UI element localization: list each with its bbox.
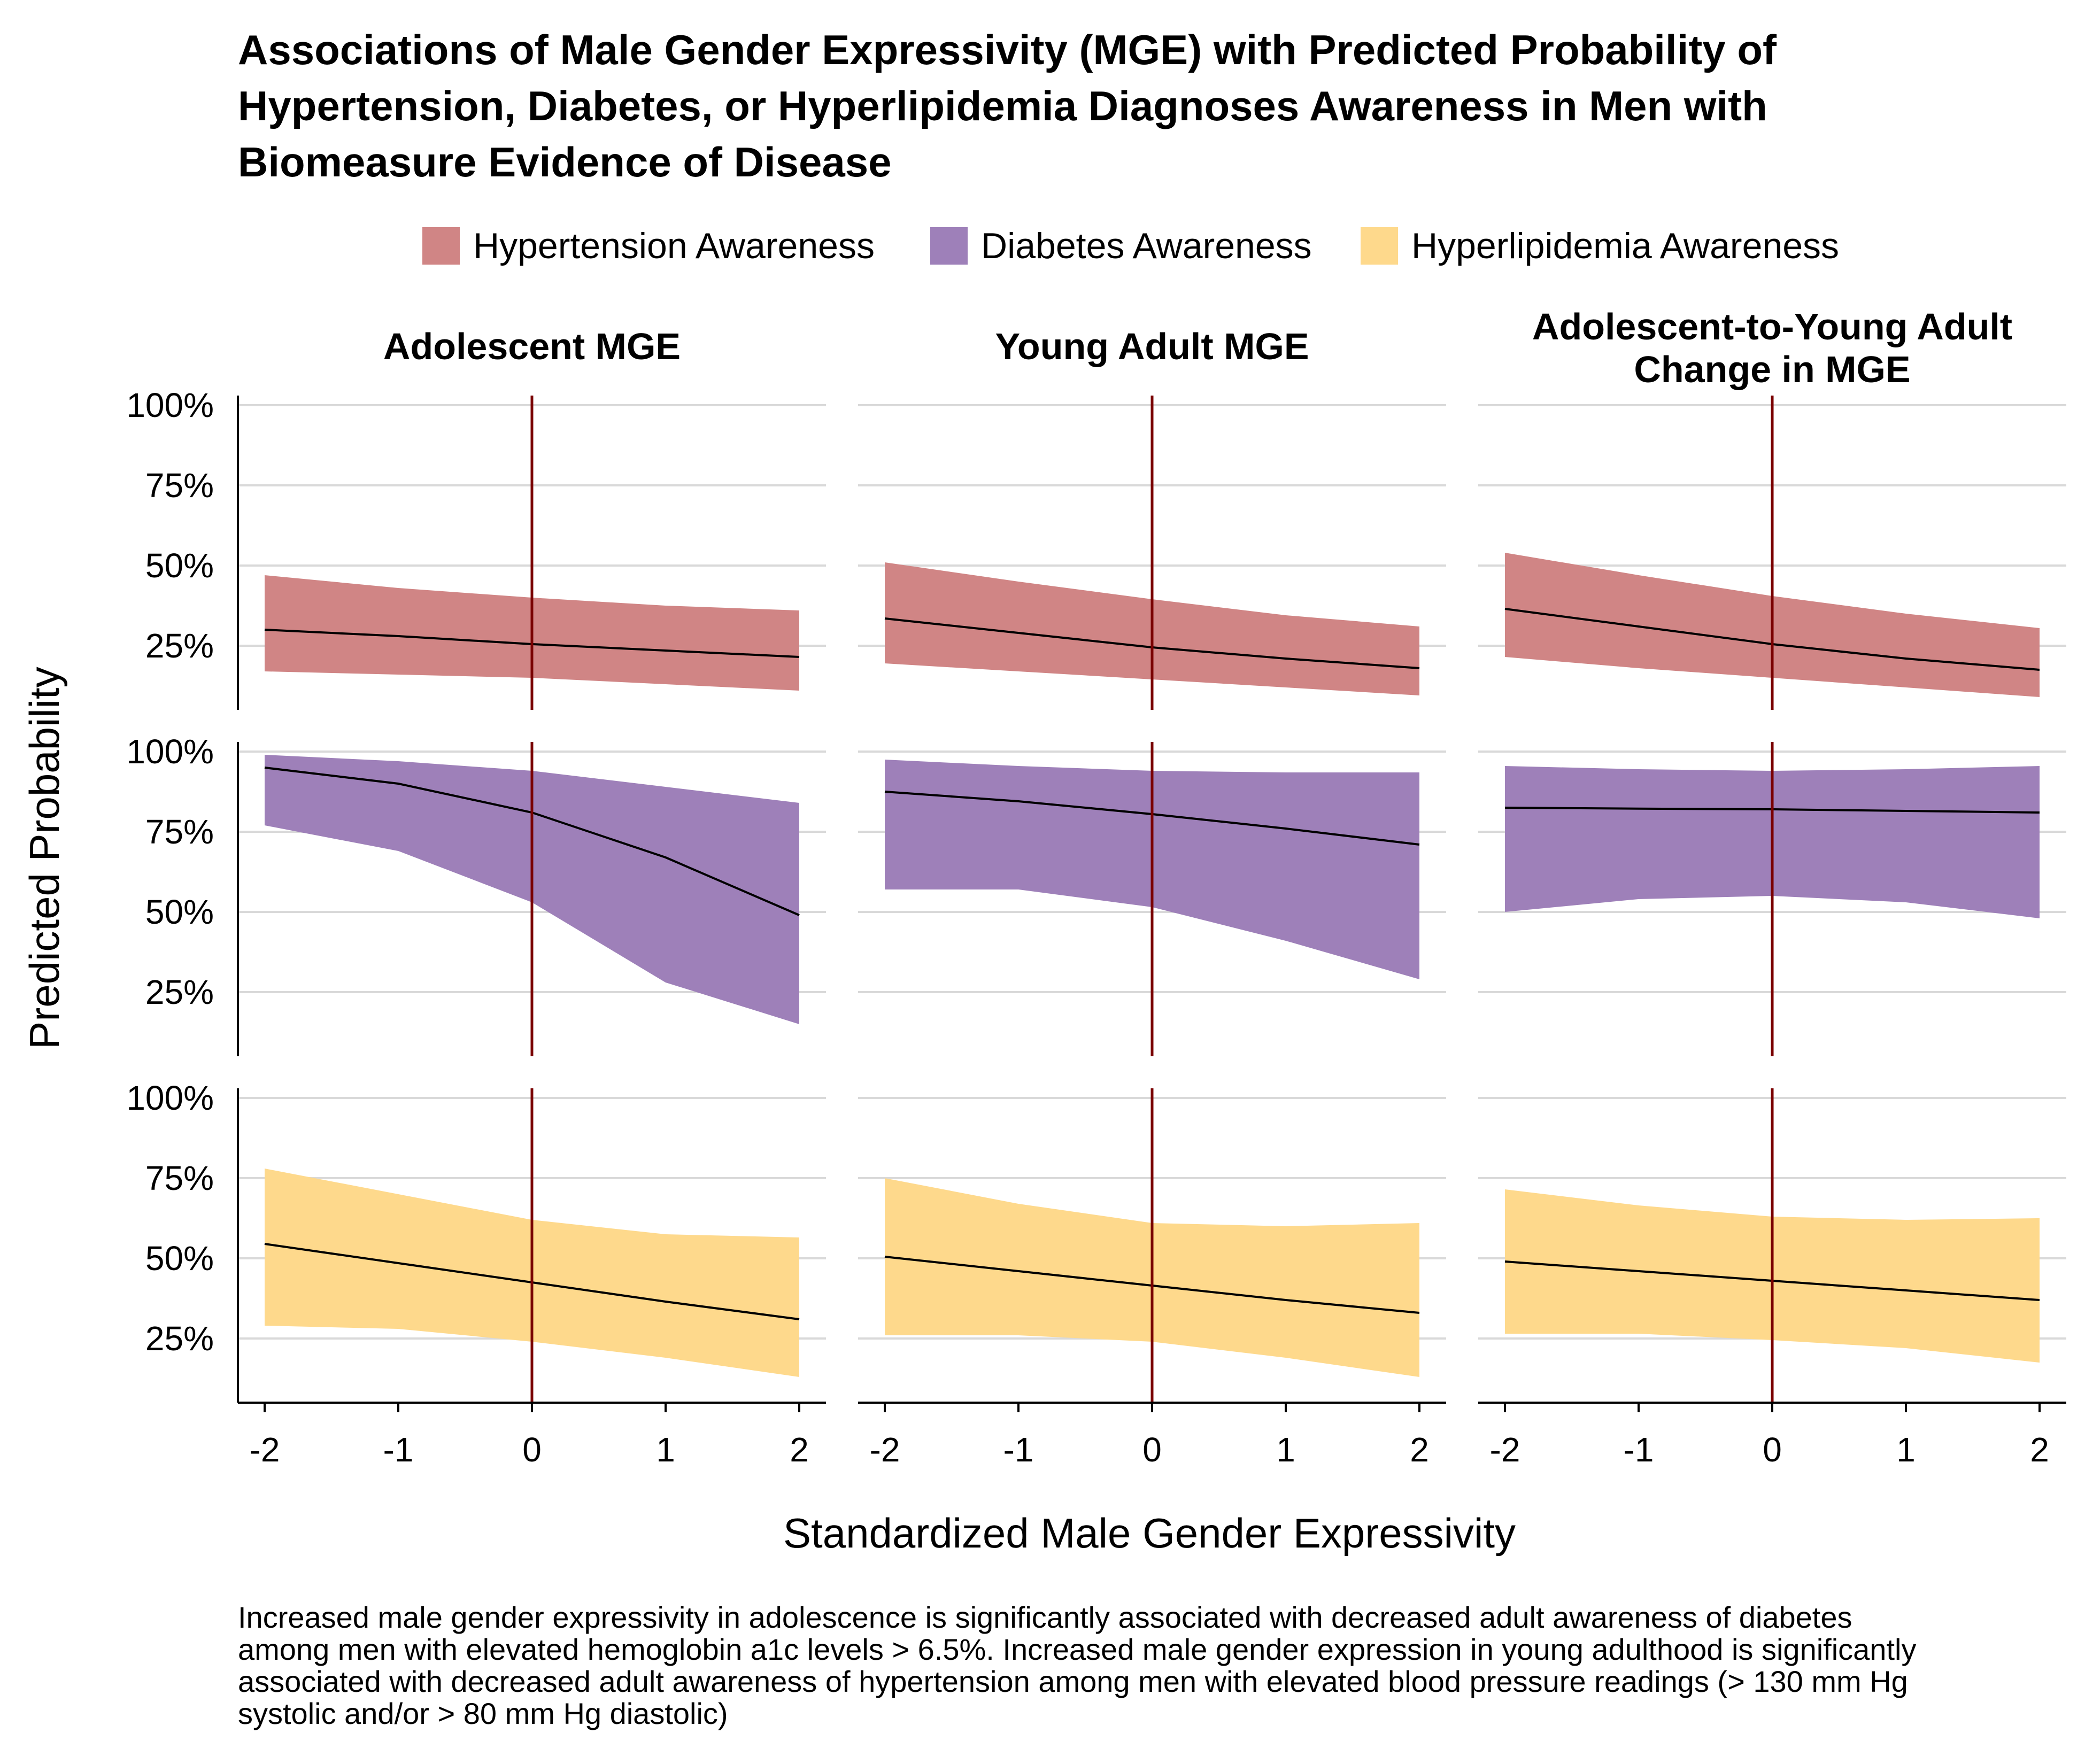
- facet-panel: 25% 50% 75% 100%: [126, 386, 826, 710]
- y-tick-label: 25%: [145, 1319, 214, 1358]
- facet-strips: Adolescent MGE Young Adult MGE Adolescent-…: [383, 306, 2012, 390]
- x-tick-label: 2: [2030, 1430, 2049, 1469]
- x-tick-label: -2: [250, 1430, 280, 1469]
- x-tick-label: -2: [870, 1430, 900, 1469]
- facet-panel: [1478, 742, 2066, 1056]
- y-tick-label: 100%: [126, 386, 214, 424]
- x-tick-label: -2: [1490, 1430, 1520, 1469]
- y-tick-label: 50%: [145, 893, 214, 931]
- x-axis-ticks: -2 -1 0 1 2 -2 -1 0 1 2 -2 -1 0 1 2: [250, 1403, 2049, 1469]
- y-tick-label: 25%: [145, 626, 214, 665]
- caption-line: Increased male gender expressivity in ad…: [238, 1600, 1852, 1634]
- chart-title-line: Biomeasure Evidence of Disease: [238, 138, 892, 185]
- y-tick-label: 100%: [126, 1079, 214, 1117]
- x-axis-title: Standardized Male Gender Expressivity: [783, 1510, 1516, 1557]
- facet-panel: [1478, 396, 2066, 710]
- legend-label: Diabetes Awareness: [981, 226, 1312, 266]
- caption-line: associated with decreased adult awarenes…: [238, 1665, 1908, 1698]
- x-tick-label: -1: [383, 1430, 414, 1469]
- x-tick-label: 1: [656, 1430, 675, 1469]
- caption-line: systolic and/or > 80 mm Hg diastolic): [238, 1697, 728, 1730]
- y-tick-label: 75%: [145, 813, 214, 851]
- x-tick-label: 1: [1276, 1430, 1295, 1469]
- x-tick-label: 0: [1763, 1430, 1782, 1469]
- facet-panels: 25% 50% 75% 100% 25% 50% 75% 100% 25% 50% 75% 100%: [126, 386, 2066, 1404]
- chart-title: Associations of Male Gender Expressivity…: [238, 26, 1777, 185]
- y-tick-label: 100%: [126, 732, 214, 771]
- x-tick-label: 2: [790, 1430, 809, 1469]
- y-tick-label: 75%: [145, 466, 214, 505]
- facet-panel: 25% 50% 75% 100%: [126, 1079, 826, 1404]
- x-tick-label: 0: [522, 1430, 542, 1469]
- y-tick-label: 25%: [145, 973, 214, 1011]
- facet-panel: [858, 396, 1446, 710]
- x-tick-label: -1: [1624, 1430, 1654, 1469]
- y-tick-label: 50%: [145, 546, 214, 585]
- x-tick-label: 1: [1896, 1430, 1916, 1469]
- legend: Hypertension Awareness Diabetes Awareness…: [422, 226, 1839, 266]
- facet-panel: 25% 50% 75% 100%: [126, 732, 826, 1056]
- legend-swatch: [930, 227, 968, 265]
- chart-title-line: Hypertension, Diabetes, or Hyperlipidemi…: [238, 82, 1767, 129]
- y-tick-label: 50%: [145, 1239, 214, 1278]
- facet-strip-label: Change in MGE: [1634, 349, 1910, 390]
- chart-title-line: Associations of Male Gender Expressivity…: [238, 26, 1777, 73]
- x-tick-label: 0: [1142, 1430, 1162, 1469]
- facet-strip-label: Adolescent-to-Young Adult: [1532, 306, 2012, 347]
- caption: Increased male gender expressivity in ad…: [238, 1600, 1916, 1730]
- facet-panel: [858, 1088, 1446, 1404]
- x-tick-label: 2: [1410, 1430, 1429, 1469]
- facet-panel: [1478, 1088, 2066, 1404]
- legend-label: Hyperlipidemia Awareness: [1411, 226, 1839, 266]
- x-tick-label: -1: [1003, 1430, 1034, 1469]
- facet-strip-label: Adolescent MGE: [383, 326, 681, 367]
- y-tick-label: 75%: [145, 1159, 214, 1197]
- legend-swatch: [1361, 227, 1398, 265]
- caption-line: among men with elevated hemoglobin a1c l…: [238, 1633, 1916, 1666]
- y-axis-title: Predicted Probability: [21, 667, 68, 1049]
- legend-label: Hypertension Awareness: [473, 226, 875, 266]
- facet-panel: [858, 742, 1446, 1056]
- facet-strip-label: Young Adult MGE: [995, 326, 1309, 367]
- legend-swatch: [422, 227, 460, 265]
